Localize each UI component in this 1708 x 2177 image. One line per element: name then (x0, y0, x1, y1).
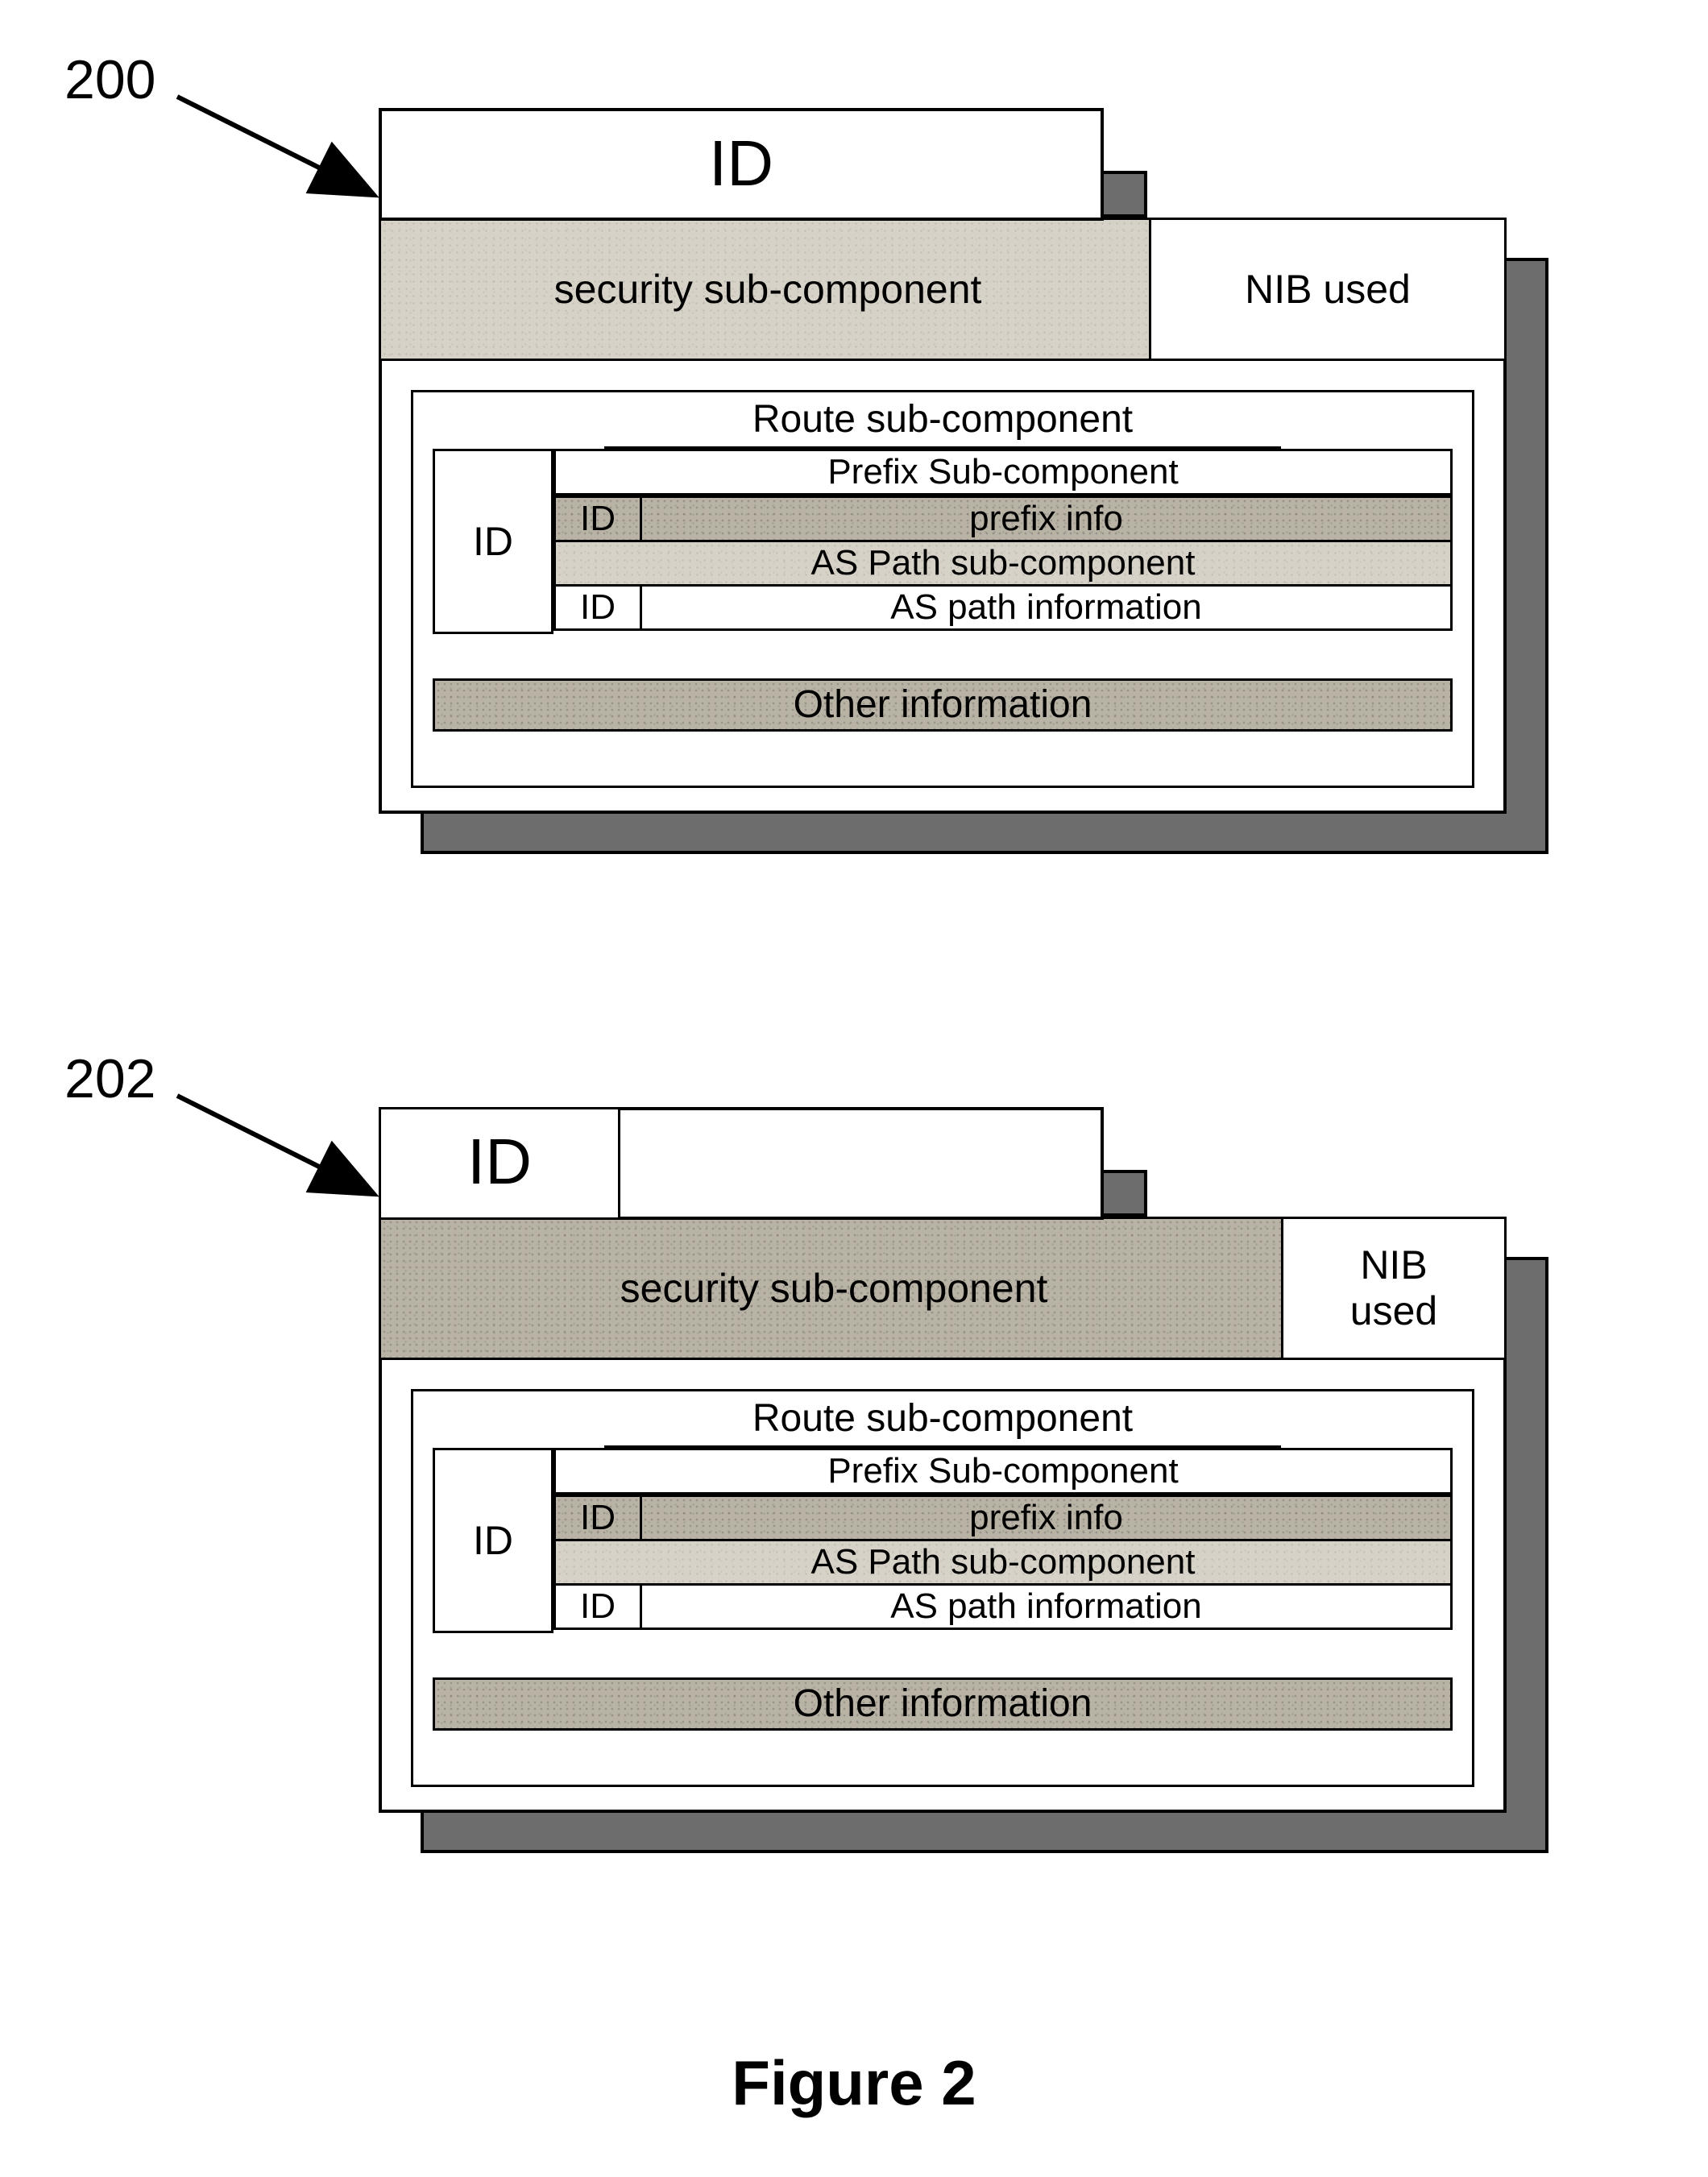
leader-arrow-200 (169, 73, 395, 209)
nib-used-202: NIBused (1281, 1217, 1507, 1360)
security-label: security sub-component (620, 1265, 1048, 1312)
block-202: 202 security sub-component NIBused (32, 1047, 1676, 1869)
aspath-title-row: AS Path sub-component (553, 1539, 1453, 1586)
figure-2: 200 security sub-component NIB used (32, 48, 1676, 2120)
tab-notch-200 (1101, 171, 1147, 218)
other-info-row: Other information (433, 1677, 1453, 1731)
prefix-id-cell: ID (553, 1495, 642, 1541)
ref-202: 202 (64, 1047, 155, 1110)
card-outer-202: security sub-component NIBused Route sub… (379, 1217, 1507, 1813)
aspath-info-cell: AS path information (640, 584, 1453, 631)
ref-200: 200 (64, 48, 155, 111)
tab-id-label: ID (467, 1126, 532, 1197)
prefix-title-row: Prefix Sub-component (553, 1448, 1453, 1495)
aspath-id-cell: ID (553, 1583, 642, 1630)
nib-used-200: NIB used (1149, 218, 1507, 361)
prefix-info-cell: prefix info (640, 1495, 1453, 1541)
nib-label: NIB used (1245, 266, 1411, 313)
tab-id-box-202: ID (379, 1107, 620, 1220)
card-outer-200: security sub-component NIB used Route su… (379, 218, 1507, 814)
aspath-id-cell: ID (553, 584, 642, 631)
card-tab-200: ID (379, 108, 1104, 221)
aspath-info-cell: AS path information (640, 1583, 1453, 1630)
nib-label: NIBused (1350, 1242, 1437, 1335)
route-subcomponent-200: Route sub-component ID Prefix Sub-compon… (411, 390, 1474, 788)
prefix-id-cell: ID (553, 496, 642, 542)
route-id-cell: ID (433, 1448, 553, 1633)
tab-id-label: ID (709, 127, 773, 199)
aspath-title-row: AS Path sub-component (553, 540, 1453, 587)
prefix-info-cell: prefix info (640, 496, 1453, 542)
route-subcomponent-202: Route sub-component ID Prefix Sub-compon… (411, 1389, 1474, 1787)
prefix-title-row: Prefix Sub-component (553, 449, 1453, 496)
block-200: 200 security sub-component NIB used (32, 48, 1676, 870)
security-subcomponent-200: security sub-component (379, 218, 1157, 361)
figure-caption: Figure 2 (32, 2046, 1676, 2120)
card-tab-202: ID (379, 1107, 1104, 1220)
route-id-cell: ID (433, 449, 553, 634)
other-info-row: Other information (433, 678, 1453, 732)
security-label: security sub-component (554, 266, 982, 313)
route-title: Route sub-component (604, 1391, 1282, 1448)
security-subcomponent-202: security sub-component (379, 1217, 1289, 1360)
tab-notch-202 (1101, 1170, 1147, 1217)
leader-arrow-202 (169, 1072, 395, 1209)
route-title: Route sub-component (604, 392, 1282, 449)
